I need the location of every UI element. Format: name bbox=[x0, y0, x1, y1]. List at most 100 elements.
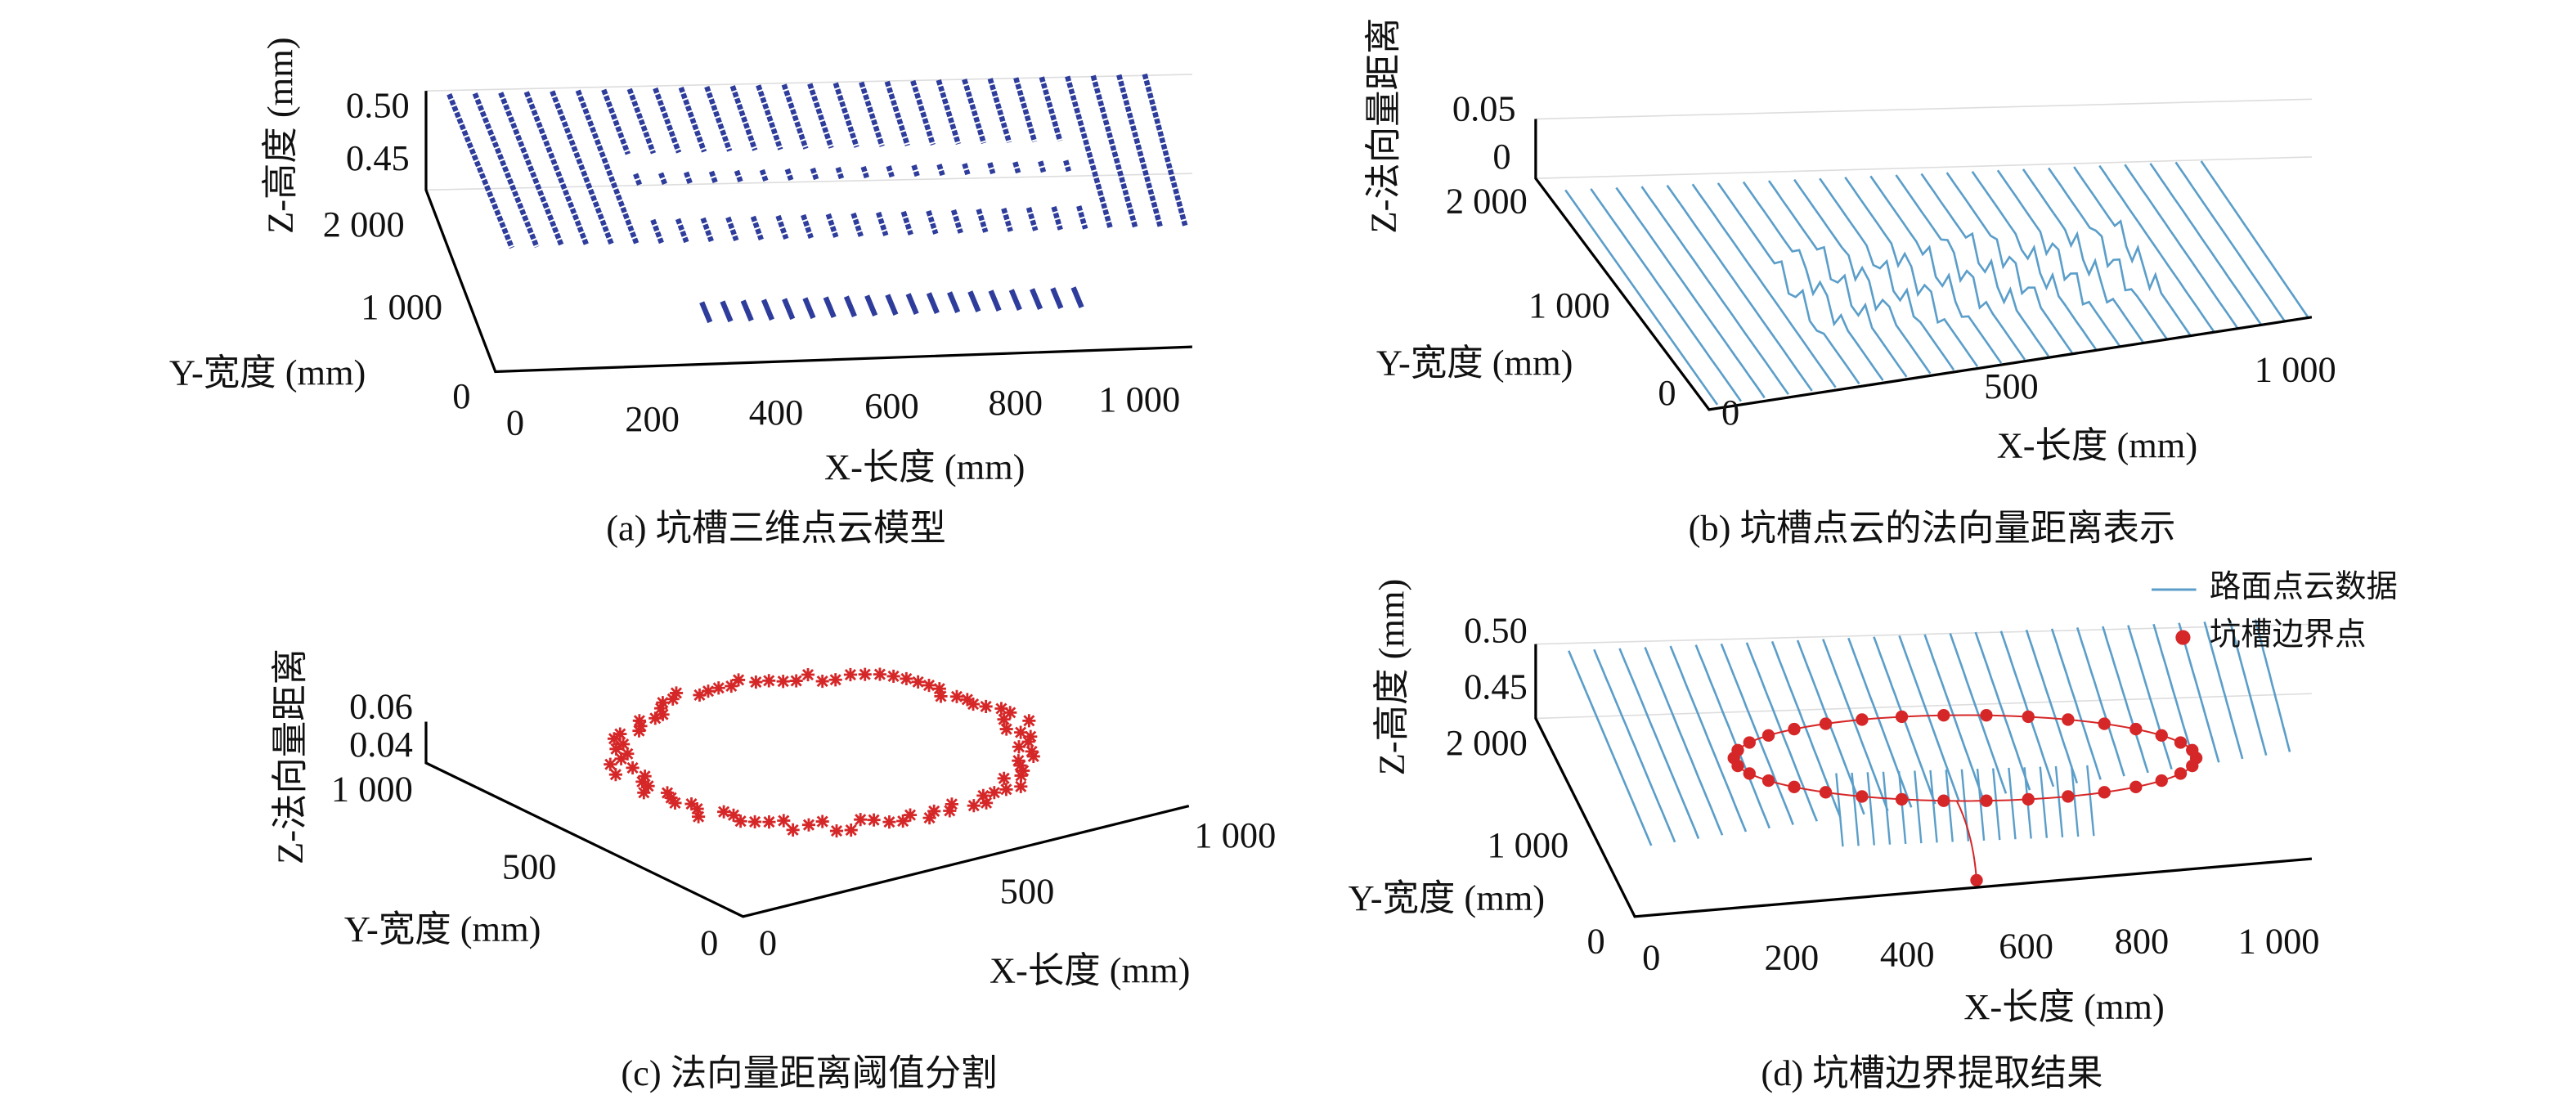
scan-line bbox=[1669, 645, 1748, 832]
pit-line bbox=[1992, 768, 2001, 841]
scan-line bbox=[936, 79, 961, 145]
boundary-star bbox=[843, 667, 858, 682]
boundary-star bbox=[693, 688, 707, 702]
boundary-dot bbox=[2062, 713, 2075, 726]
scan-line bbox=[1008, 289, 1022, 311]
scan-line bbox=[962, 79, 987, 145]
boundary-star bbox=[660, 786, 675, 800]
x-tick: 600 bbox=[864, 385, 919, 426]
boundary-dot bbox=[1937, 794, 1950, 807]
x-tick: 1 000 bbox=[1194, 815, 1276, 855]
axes bbox=[1534, 644, 2313, 918]
scan-line bbox=[575, 89, 640, 245]
scan-line bbox=[447, 92, 514, 249]
scan-line bbox=[884, 80, 910, 146]
boundary-star bbox=[858, 667, 872, 681]
scan-line bbox=[678, 86, 707, 153]
z-label: Z-法向量距离 bbox=[270, 648, 311, 864]
scan-line bbox=[885, 294, 899, 316]
y-label: Y-宽度 (mm) bbox=[169, 352, 366, 393]
scan-line bbox=[633, 173, 643, 186]
x-tick: 0 bbox=[1721, 392, 1739, 433]
plot-graphics bbox=[425, 73, 2312, 887]
scan-line bbox=[886, 165, 895, 178]
scan-line bbox=[1039, 76, 1063, 142]
boundary-star bbox=[997, 771, 1011, 785]
boundary-star bbox=[1012, 754, 1025, 768]
caption: (a) 坑槽三维点云模型 bbox=[606, 508, 946, 549]
scan-line bbox=[708, 170, 718, 184]
grid-line bbox=[1535, 98, 2312, 120]
boundary-star bbox=[949, 689, 964, 703]
grid-line bbox=[425, 74, 1192, 92]
scan-line bbox=[2102, 626, 2149, 774]
boundary-star bbox=[979, 699, 993, 714]
boundary-star bbox=[1012, 740, 1026, 754]
boundary-star bbox=[828, 673, 842, 687]
scan-line bbox=[1971, 170, 2097, 350]
boundary-star bbox=[669, 686, 684, 700]
y-label: Y-宽度 (mm) bbox=[1376, 343, 1573, 384]
boundary-star bbox=[632, 724, 646, 738]
x-tick: 1 000 bbox=[2238, 920, 2320, 961]
boundary-star bbox=[656, 696, 670, 710]
boundary-star bbox=[786, 823, 800, 837]
scan-line bbox=[801, 213, 814, 239]
boundary-dot bbox=[1856, 790, 1869, 803]
boundary-star bbox=[927, 804, 941, 818]
boundary-star bbox=[994, 702, 1008, 716]
boundary-dot bbox=[1743, 736, 1756, 749]
boundary-star bbox=[1022, 714, 1036, 728]
scan-line bbox=[650, 218, 664, 245]
boundary-star bbox=[1003, 706, 1017, 720]
boundary-star bbox=[966, 697, 981, 711]
scan-line bbox=[1898, 635, 1960, 801]
boundary-dot bbox=[2098, 786, 2111, 799]
scan-line bbox=[1895, 174, 2026, 361]
boundary-dot bbox=[2129, 780, 2143, 793]
z-tick: 0.45 bbox=[1464, 666, 1528, 707]
scan-line bbox=[988, 289, 1002, 312]
boundary-star bbox=[648, 711, 662, 725]
scan-line bbox=[523, 91, 590, 247]
scan-line bbox=[1767, 180, 1908, 378]
scan-line bbox=[720, 300, 734, 323]
scan-line bbox=[2025, 629, 2079, 784]
boundary-star bbox=[900, 671, 913, 686]
boundary-star bbox=[776, 675, 790, 689]
y-tick: 2 000 bbox=[1446, 181, 1528, 222]
boundary-star bbox=[1014, 769, 1028, 783]
scan-line bbox=[1869, 175, 2003, 364]
scan-line bbox=[1090, 74, 1138, 228]
scan-line bbox=[1920, 173, 2049, 357]
x-tick: 400 bbox=[749, 392, 804, 433]
scan-line bbox=[936, 164, 945, 177]
boundary-dot bbox=[1788, 722, 1801, 736]
y-tick: 1 000 bbox=[361, 286, 442, 327]
axes bbox=[1534, 119, 2313, 411]
scan-line bbox=[1822, 639, 1889, 812]
scan-line bbox=[2203, 621, 2244, 760]
scan-line bbox=[859, 81, 885, 147]
x-label: X-长度 (mm) bbox=[1963, 986, 2164, 1027]
boundary-star bbox=[882, 815, 896, 829]
scan-line bbox=[700, 217, 714, 243]
y-tick: 0 bbox=[1586, 920, 1604, 961]
scan-line bbox=[781, 83, 809, 150]
boundary-dot bbox=[1980, 794, 1993, 807]
z-tick: 0.45 bbox=[346, 137, 410, 178]
scan-line bbox=[734, 169, 743, 183]
z-tick: 0.04 bbox=[349, 724, 413, 765]
scan-line bbox=[725, 216, 739, 242]
scan-line bbox=[782, 298, 796, 321]
boundary-star bbox=[701, 684, 716, 698]
scan-line bbox=[876, 211, 889, 236]
scan-line bbox=[1076, 205, 1088, 230]
boundary-star bbox=[886, 669, 900, 684]
y-tick: 1 000 bbox=[1528, 285, 1610, 325]
scan-line bbox=[1949, 633, 2008, 794]
boundary-star bbox=[777, 814, 791, 828]
z-tick: 0 bbox=[1492, 136, 1510, 177]
grid-line bbox=[1535, 156, 2312, 180]
x-tick: 0 bbox=[506, 402, 524, 442]
